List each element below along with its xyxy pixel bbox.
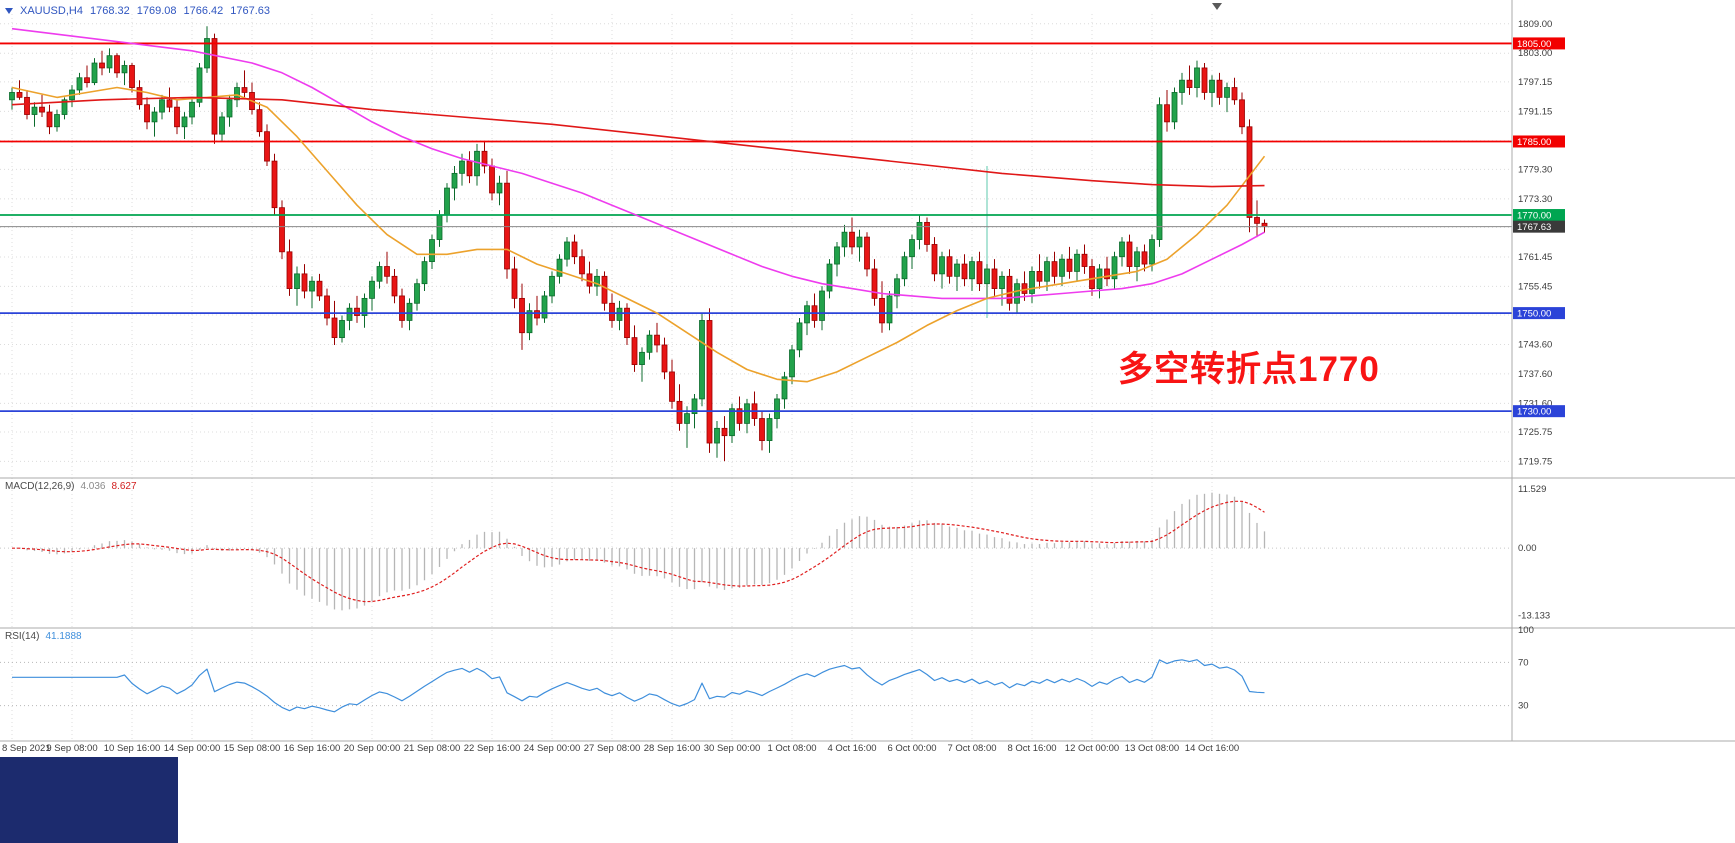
candlesticks	[9, 26, 1268, 462]
rsi-line	[12, 659, 1265, 713]
svg-text:30 Sep 00:00: 30 Sep 00:00	[704, 743, 761, 754]
svg-text:11.529: 11.529	[1518, 484, 1546, 495]
svg-text:14 Oct 16:00: 14 Oct 16:00	[1185, 743, 1239, 754]
svg-text:-13.133: -13.133	[1518, 610, 1550, 621]
svg-text:24 Sep 00:00: 24 Sep 00:00	[524, 743, 581, 754]
svg-text:1731.60: 1731.60	[1518, 398, 1552, 409]
horizontal-level-lines[interactable]	[0, 42, 1512, 413]
svg-text:1761.45: 1761.45	[1518, 252, 1552, 263]
macd-title: MACD(12,26,9)	[5, 481, 75, 492]
rsi-value: 41.1888	[45, 631, 82, 642]
svg-text:20 Sep 00:00: 20 Sep 00:00	[344, 743, 401, 754]
svg-text:1785.00: 1785.00	[1517, 137, 1551, 148]
svg-text:28 Sep 16:00: 28 Sep 16:00	[644, 743, 701, 754]
macd-main-value: 4.036	[80, 481, 106, 492]
svg-text:1725.75: 1725.75	[1518, 427, 1552, 438]
price-axis-labels: 1809.00 1803.00 1797.15 1791.15 1779.30 1773.…	[1513, 19, 1565, 712]
ema-mid-magenta	[11, 27, 1265, 300]
svg-text:8 Sep 2021: 8 Sep 2021	[2, 743, 51, 754]
svg-text:1791.15: 1791.15	[1518, 106, 1552, 117]
svg-text:1743.60: 1743.60	[1518, 339, 1552, 350]
svg-text:1755.45: 1755.45	[1518, 281, 1552, 292]
scroll-to-end-icon[interactable]	[1212, 3, 1222, 10]
svg-text:1730.00: 1730.00	[1517, 407, 1551, 418]
svg-text:22 Sep 16:00: 22 Sep 16:00	[464, 743, 521, 754]
svg-text:4 Oct 16:00: 4 Oct 16:00	[827, 743, 876, 754]
ma-slow-red	[11, 96, 1265, 188]
svg-text:6 Oct 00:00: 6 Oct 00:00	[887, 743, 936, 754]
svg-text:1773.30: 1773.30	[1518, 194, 1552, 205]
svg-text:8 Oct 16:00: 8 Oct 16:00	[1007, 743, 1056, 754]
taskbar-fragment	[0, 757, 178, 843]
svg-text:1750.00: 1750.00	[1517, 309, 1551, 320]
turning-point-annotation: 多空转折点1770	[1118, 350, 1380, 389]
svg-text:7 Oct 08:00: 7 Oct 08:00	[947, 743, 996, 754]
svg-text:16 Sep 16:00: 16 Sep 16:00	[284, 743, 341, 754]
svg-text:1779.30: 1779.30	[1518, 164, 1552, 175]
svg-text:13 Oct 08:00: 13 Oct 08:00	[1125, 743, 1179, 754]
svg-text:1737.60: 1737.60	[1518, 369, 1552, 380]
ohlc-open: 1768.32	[89, 5, 130, 17]
svg-text:1770.00: 1770.00	[1517, 211, 1551, 222]
symbol-timeframe: XAUUSD,H4	[20, 5, 83, 17]
ema-fast-orange	[11, 86, 1266, 383]
svg-text:1797.15: 1797.15	[1518, 77, 1552, 88]
macd-signal-line	[12, 500, 1265, 603]
symbol-info-bar: XAUUSD,H4 1768.32 1769.08 1766.42 1767.6…	[5, 5, 270, 17]
svg-text:10 Sep 16:00: 10 Sep 16:00	[104, 743, 161, 754]
macd-signal-value: 8.627	[111, 481, 137, 492]
svg-text:1719.75: 1719.75	[1518, 456, 1552, 467]
svg-text:0.00: 0.00	[1518, 543, 1537, 554]
svg-text:14 Sep 00:00: 14 Sep 00:00	[164, 743, 221, 754]
ohlc-low: 1766.42	[183, 5, 224, 17]
svg-text:9 Sep 08:00: 9 Sep 08:00	[46, 743, 97, 754]
macd-indicator-label: MACD(12,26,9) 4.036 8.627	[5, 481, 137, 492]
macd-histogram	[18, 492, 1266, 611]
svg-text:21 Sep 08:00: 21 Sep 08:00	[404, 743, 461, 754]
ohlc-close: 1767.63	[230, 5, 271, 17]
rsi-title: RSI(14)	[5, 631, 40, 642]
svg-text:1809.00: 1809.00	[1518, 19, 1552, 30]
svg-text:1767.63: 1767.63	[1517, 222, 1551, 233]
svg-text:100: 100	[1518, 625, 1534, 636]
svg-text:27 Sep 08:00: 27 Sep 08:00	[584, 743, 641, 754]
svg-text:1805.00: 1805.00	[1517, 39, 1551, 50]
svg-text:30: 30	[1518, 701, 1529, 712]
ohlc-high: 1769.08	[136, 5, 177, 17]
svg-text:15 Sep 08:00: 15 Sep 08:00	[224, 743, 281, 754]
rsi-indicator-label: RSI(14) 41.1888	[5, 631, 82, 642]
svg-text:1 Oct 08:00: 1 Oct 08:00	[767, 743, 816, 754]
symbol-collapse-triangle-icon[interactable]	[5, 8, 13, 14]
grid-lines	[0, 14, 1512, 741]
svg-text:12 Oct 00:00: 12 Oct 00:00	[1065, 743, 1119, 754]
svg-text:70: 70	[1518, 657, 1529, 668]
svg-text:1803.00: 1803.00	[1518, 48, 1552, 59]
